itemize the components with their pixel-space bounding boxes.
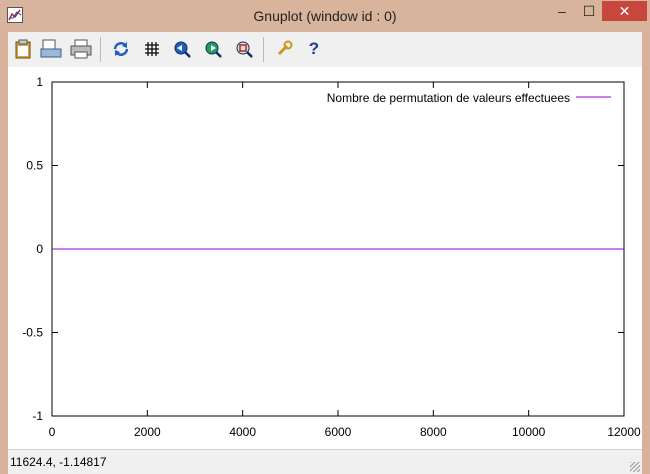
gnuplot-app-icon <box>7 7 23 23</box>
y-tick-label: 0 <box>36 242 43 256</box>
close-button[interactable]: ✕ <box>602 1 647 21</box>
unzoom-icon[interactable] <box>233 38 255 60</box>
x-tick-label: 4000 <box>229 425 256 439</box>
minimize-button[interactable]: – <box>558 3 566 19</box>
toolbar-separator <box>100 37 101 62</box>
x-tick-label: 6000 <box>325 425 352 439</box>
y-tick-label: 0.5 <box>26 159 43 173</box>
gnuplot-chart: 1 0.5 0 -0.5 -1 0 2000 4000 6000 8000 10000 12000 No… <box>22 75 641 439</box>
print-preview-icon[interactable] <box>40 38 62 60</box>
y-tick-label: -0.5 <box>22 326 43 340</box>
x-tick-label: 2000 <box>134 425 161 439</box>
legend-label: Nombre de permutation de valeurs effectu… <box>327 91 570 105</box>
toolbar-separator <box>263 37 264 62</box>
title-bar[interactable]: Gnuplot (window id : 0) – ☐ ✕ <box>0 0 650 32</box>
zoom-next-icon[interactable] <box>202 38 224 60</box>
options-wrench-icon[interactable] <box>273 38 295 60</box>
mouse-coordinates: 11624.4, -1.14817 <box>10 455 107 469</box>
x-tick-label: 10000 <box>512 425 546 439</box>
x-tick-label: 8000 <box>420 425 447 439</box>
x-tick-label: 12000 <box>607 425 641 439</box>
status-bar: 11624.4, -1.14817 <box>8 449 642 474</box>
y-tick-label: -1 <box>32 409 43 423</box>
replot-icon[interactable] <box>110 38 132 60</box>
x-tick-label: 0 <box>49 425 56 439</box>
window-title: Gnuplot (window id : 0) <box>253 8 397 24</box>
copy-clipboard-icon[interactable] <box>12 38 34 60</box>
print-icon[interactable] <box>70 38 92 60</box>
resize-grip-icon[interactable] <box>630 462 640 472</box>
maximize-button[interactable]: ☐ <box>582 3 596 19</box>
toolbar: ? <box>8 32 642 67</box>
y-tick-label: 1 <box>36 75 43 89</box>
grid-icon[interactable] <box>141 38 163 60</box>
zoom-previous-icon[interactable] <box>171 38 193 60</box>
plot-area[interactable]: 1 0.5 0 -0.5 -1 0 2000 4000 6000 8000 10000 12000 No… <box>8 67 642 449</box>
help-icon[interactable]: ? <box>308 39 320 58</box>
